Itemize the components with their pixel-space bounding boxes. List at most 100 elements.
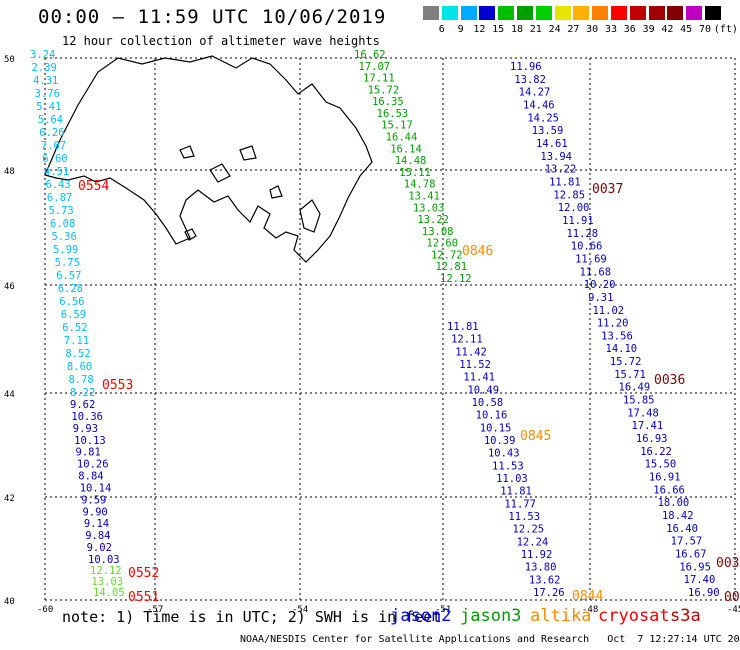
wave-height-value: 9.81: [76, 447, 101, 459]
wave-height-value: 13.03: [413, 202, 445, 214]
scale-label: 27: [567, 24, 580, 35]
legend-altika: altika: [530, 606, 592, 626]
legend-s3a: s3a: [670, 606, 701, 626]
scale-label: 39: [642, 24, 655, 35]
wave-height-value: 10.26: [77, 459, 109, 471]
wave-height-value: 10.03: [88, 554, 120, 566]
wave-height-value: 13.56: [601, 330, 633, 342]
scale-swatch: [423, 6, 439, 20]
wave-height-value: 8.84: [78, 471, 103, 483]
wave-height-value: 11.53: [492, 460, 524, 472]
lat-label: 48: [4, 167, 15, 177]
wave-height-value: 9.84: [85, 530, 110, 542]
wave-height-value: 6.08: [50, 218, 75, 230]
lon-label: -60: [37, 605, 53, 615]
wave-height-value: 13.08: [422, 226, 454, 238]
wave-height-value: 10.15: [480, 422, 512, 434]
track-jason2: 3.242.394.313.765.415.646.267.076.604.51…: [30, 49, 95, 399]
wave-height-value: 15.85: [623, 395, 655, 407]
track-jason2: 11.8112.1111.4211.5211.4110.4910.5810.16…: [447, 321, 565, 599]
wave-height-value: 6.28: [58, 283, 83, 295]
wave-height-value: 11.69: [575, 253, 607, 265]
wave-height-value: 13.82: [514, 74, 546, 86]
wave-height-value: 12.81: [435, 261, 467, 273]
wave-height-value: 12.12: [90, 565, 122, 577]
wave-height-value: 11.52: [459, 359, 491, 371]
wave-height-value: 13.22: [417, 214, 449, 226]
wave-height-value: 5.73: [48, 205, 73, 217]
wave-height-value: 17.41: [632, 420, 664, 432]
lon-label: -57: [147, 605, 163, 615]
wave-height-value: 17.57: [671, 536, 703, 548]
wave-height-value: 10.66: [571, 241, 603, 253]
scale-label: 33: [604, 24, 618, 35]
scale-swatch: [629, 6, 646, 20]
wave-height-value: 6.43: [45, 179, 70, 191]
scale-label: 30: [586, 24, 599, 35]
wave-height-value: 11.96: [510, 61, 542, 73]
lon-label: -45: [727, 605, 740, 615]
newfoundland-coast: [44, 55, 373, 263]
scale-label: 18: [510, 24, 524, 35]
footer-credit: NOAA/NESDIS Center for Satellite Applica…: [240, 634, 740, 645]
wave-height-value: 15.72: [610, 356, 642, 368]
scale-label: 12: [473, 24, 486, 35]
wave-height-value: 5.41: [36, 101, 61, 113]
scale-label: 70: [698, 24, 712, 35]
track-jason2: 11.9613.8214.2714.4614.2513.5914.6113.94…: [510, 61, 720, 599]
wave-height-value: 10.14: [80, 482, 112, 494]
wave-height-value: 3.76: [35, 88, 60, 100]
wave-height-value: 14.27: [519, 87, 551, 99]
wave-height-value: 12.25: [513, 524, 545, 536]
wave-height-value: 7.07: [41, 140, 66, 152]
wave-height-value: 12.24: [517, 536, 549, 548]
wave-height-value: 5.36: [52, 231, 77, 243]
wave-height-value: 11.42: [455, 346, 487, 358]
legend-note: note: 1) Time is in UTC; 2) SWH is in fe…: [62, 608, 442, 626]
wave-height-value: 13.41: [408, 190, 440, 202]
scale-swatch: [705, 6, 721, 20]
small-island: [184, 228, 197, 241]
wave-height-value: 15.17: [381, 120, 413, 132]
pass-time-label: 0551: [128, 590, 159, 605]
pass-time-label: 00: [724, 590, 740, 605]
wave-height-value: 16.22: [640, 446, 672, 458]
wave-height-value: 6.52: [62, 322, 87, 334]
scale-swatch: [573, 6, 590, 20]
wave-height-value: 14.78: [404, 179, 436, 191]
wave-height-value: 9.90: [82, 506, 107, 518]
wave-height-value: 6.56: [59, 296, 84, 308]
wave-height-value: 11.92: [521, 549, 553, 561]
wave-height-value: 16.91: [649, 472, 681, 484]
lat-label: 42: [4, 494, 15, 504]
pass-time-label: 003: [716, 556, 739, 571]
wave-height-value: 11.81: [447, 321, 479, 333]
wave-height-value: 14.48: [395, 155, 427, 167]
wave-height-value: 13.03: [92, 576, 124, 588]
wave-height-value: 15.11: [399, 167, 431, 179]
map-title: 00:00 – 11:59 UTC 10/06/2019: [38, 6, 387, 28]
wave-height-value: 11.02: [592, 305, 624, 317]
wave-height-value: 14.46: [523, 99, 555, 111]
wave-height-value: 10.20: [584, 279, 616, 291]
scale-label: 24: [548, 24, 561, 35]
scale-unit-label: (ft): [713, 24, 738, 35]
wave-height-value: 11.91: [562, 215, 594, 227]
lon-label: -51: [435, 605, 451, 615]
pass-time-label: 0846: [462, 244, 493, 259]
wave-height-value: 12.12: [440, 273, 472, 285]
wave-height-value: 11.41: [463, 372, 495, 384]
wave-height-value: 15.50: [645, 459, 677, 471]
wave-height-value: 7.11: [64, 335, 89, 347]
wave-height-value: 16.93: [636, 433, 668, 445]
wave-height-value: 11.81: [549, 176, 581, 188]
wave-height-value: 9.02: [87, 542, 112, 554]
coastline: [44, 55, 373, 263]
scale-swatch: [686, 6, 703, 20]
legend-jason2: jason2: [390, 606, 452, 626]
scale-label: 6: [438, 24, 445, 35]
wave-height-value: 10.36: [71, 411, 103, 423]
scale-swatch: [592, 6, 609, 20]
wave-height-value: 10.39: [484, 435, 516, 447]
altimeter-tracks: 3.242.394.313.765.415.646.267.076.604.51…: [30, 49, 720, 599]
